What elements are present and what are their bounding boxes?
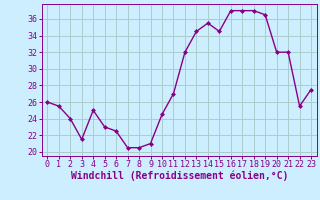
X-axis label: Windchill (Refroidissement éolien,°C): Windchill (Refroidissement éolien,°C)	[70, 171, 288, 181]
